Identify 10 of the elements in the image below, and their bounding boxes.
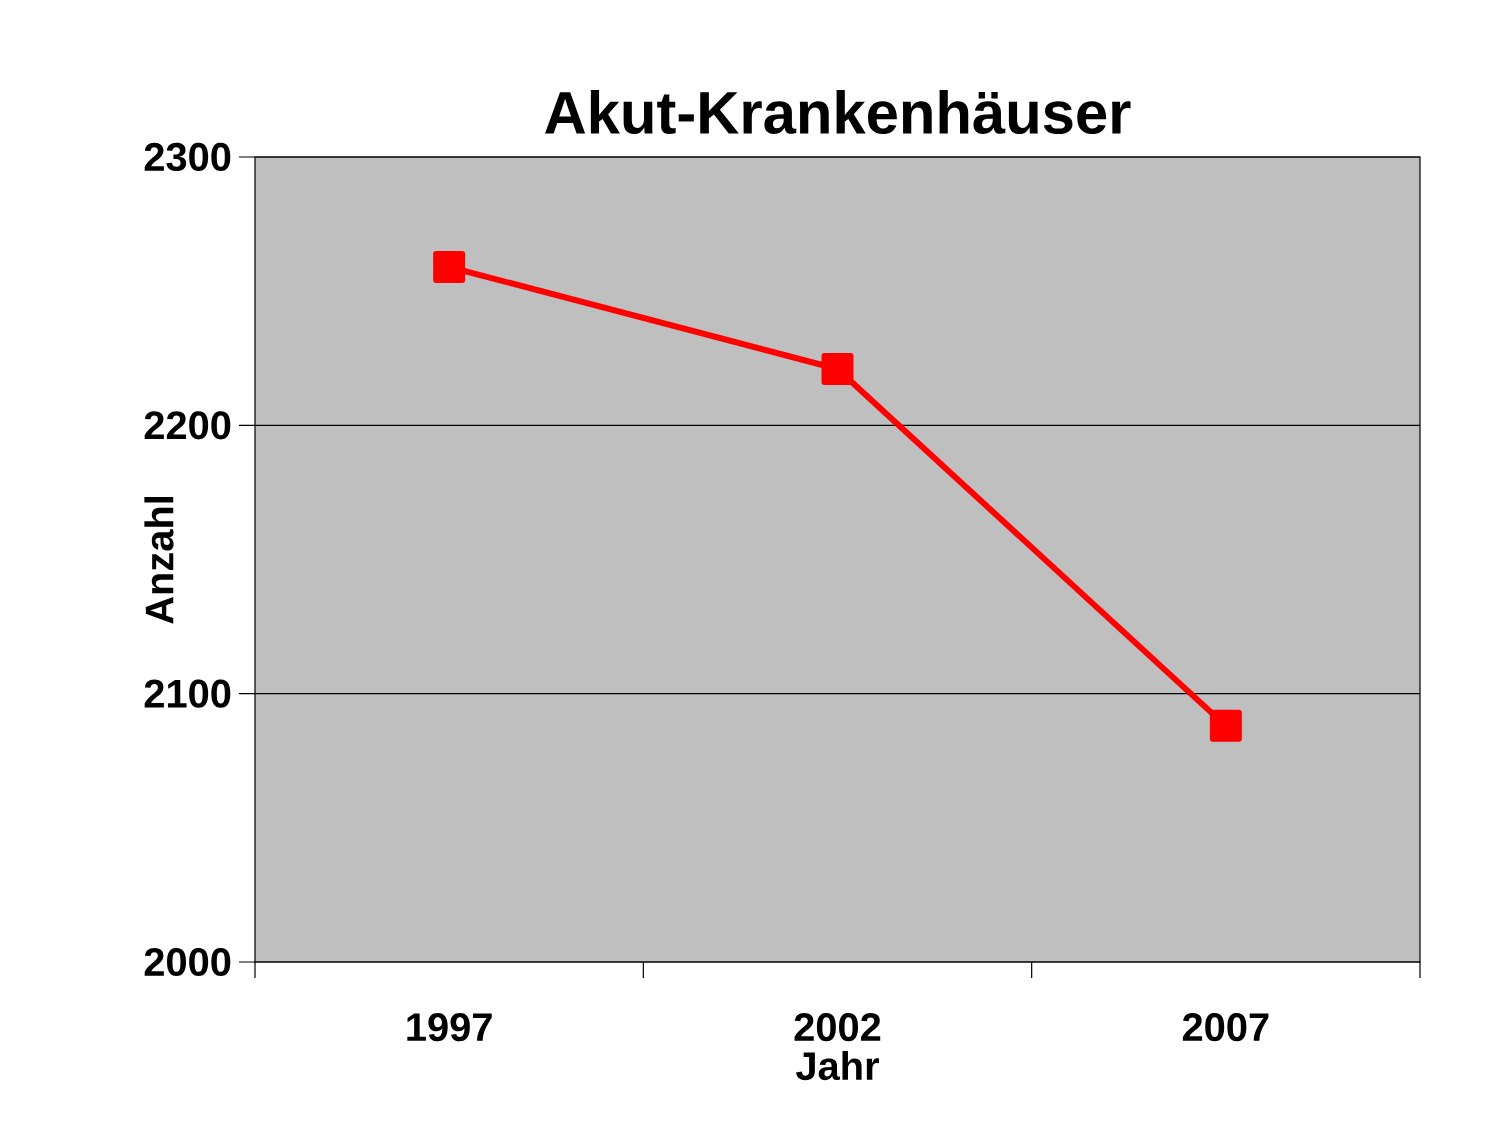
y-axis-title: Anzahl	[144, 497, 174, 624]
x-tick-label: 1997	[407, 1013, 492, 1042]
chart-title: Akut-Krankenhäuser	[545, 90, 1131, 135]
x-tick-label: 2007	[1182, 1013, 1269, 1042]
x-tick-label: 2002	[794, 1013, 881, 1042]
y-tick-label: 2200	[144, 411, 231, 440]
y-tick-label: 2000	[144, 947, 231, 977]
y-tick-label: 2300	[144, 142, 231, 172]
y-tick-label: 2100	[144, 679, 231, 708]
x-axis-title: Jahr	[796, 1050, 879, 1081]
